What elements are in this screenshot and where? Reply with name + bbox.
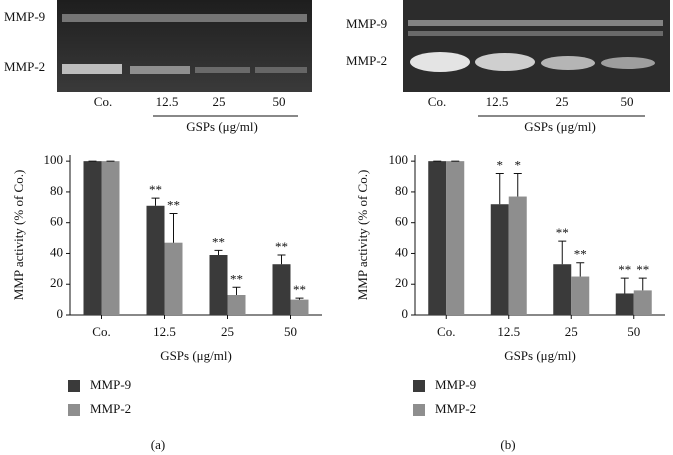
y-tick-label: 40 [50, 244, 63, 259]
legend-label: MMP-9 [435, 377, 476, 392]
significance-label: * [515, 157, 522, 172]
bar [164, 242, 183, 315]
significance-label: ** [167, 197, 180, 212]
gel-image-b [403, 0, 670, 92]
significance-label: ** [618, 262, 631, 277]
bar [83, 161, 102, 315]
gel-image-a [57, 0, 312, 92]
error-bar [576, 262, 585, 277]
x-tick-label: 50 [284, 324, 297, 339]
x-tick-label: 12.5 [497, 324, 520, 339]
legend-label: MMP-2 [90, 401, 131, 416]
bar [428, 161, 447, 315]
bar [490, 204, 509, 315]
lane-label: 50 [273, 94, 286, 109]
legend-label: MMP-9 [90, 377, 131, 392]
legend-label: MMP-2 [435, 401, 476, 416]
bar [146, 205, 165, 315]
significance-label: ** [293, 282, 306, 297]
x-tick-label: Co. [437, 324, 455, 339]
error-bar [169, 212, 178, 243]
y-tick-label: 60 [395, 214, 408, 229]
error-bar [558, 240, 567, 265]
legend-swatch [413, 404, 425, 416]
band-label: MMP-2 [4, 59, 45, 74]
gel-xlabel: GSPs (μg/ml) [524, 119, 596, 134]
x-axis-label: GSPs (μg/ml) [160, 348, 232, 363]
panel-label: (b) [500, 437, 515, 452]
error-bar [638, 277, 647, 291]
x-tick-label: 50 [627, 324, 640, 339]
bar [446, 161, 465, 315]
y-tick-label: 0 [402, 306, 409, 321]
bar [615, 293, 634, 315]
x-tick-label: 25 [221, 324, 234, 339]
significance-label: ** [556, 225, 569, 240]
band-label: MMP-2 [346, 53, 387, 68]
lane-label: Co. [94, 94, 112, 109]
significance-label: ** [574, 247, 587, 262]
y-tick-label: 20 [50, 275, 63, 290]
legend-swatch [68, 380, 80, 392]
y-tick-label: 40 [395, 244, 408, 259]
band-label: MMP-9 [346, 16, 387, 31]
bar [508, 196, 527, 315]
bar [227, 295, 246, 315]
error-bar [232, 286, 241, 295]
bar [571, 276, 590, 315]
error-bar [295, 297, 304, 300]
bar [553, 264, 572, 315]
y-tick-label: 60 [50, 214, 63, 229]
lane-label: Co. [428, 94, 446, 109]
x-tick-label: Co. [92, 324, 110, 339]
lane-label: 12.5 [486, 94, 509, 109]
y-tick-label: 80 [395, 183, 408, 198]
bar [290, 299, 309, 315]
y-axis-label: MMP activity (% of Co.) [11, 170, 26, 301]
bar [101, 161, 120, 315]
y-axis-label: MMP activity (% of Co.) [355, 170, 370, 301]
significance-label: ** [636, 262, 649, 277]
error-bar [513, 172, 522, 197]
legend-swatch [68, 404, 80, 416]
band-label: MMP-9 [4, 9, 45, 24]
significance-label: ** [230, 271, 243, 286]
panel-label: (a) [151, 437, 165, 452]
y-tick-label: 100 [389, 152, 409, 167]
significance-label: * [497, 157, 504, 172]
x-tick-label: 25 [565, 324, 578, 339]
y-tick-label: 100 [44, 152, 64, 167]
bar [209, 255, 228, 315]
y-tick-label: 20 [395, 275, 408, 290]
error-bar [495, 172, 504, 205]
bar [272, 264, 291, 315]
lane-label: 50 [621, 94, 634, 109]
error-bar [214, 249, 223, 255]
lane-label: 25 [213, 94, 226, 109]
x-tick-label: 12.5 [153, 324, 176, 339]
bar [633, 290, 652, 315]
significance-label: ** [212, 234, 225, 249]
y-tick-label: 0 [57, 306, 64, 321]
error-bar [620, 277, 629, 294]
lane-label: 12.5 [156, 94, 179, 109]
y-tick-label: 80 [50, 183, 63, 198]
significance-label: ** [275, 239, 288, 254]
lane-label: 25 [556, 94, 569, 109]
error-bar [277, 254, 286, 265]
gel-xlabel: GSPs (μg/ml) [186, 119, 258, 134]
x-axis-label: GSPs (μg/ml) [504, 348, 576, 363]
legend-swatch [413, 380, 425, 392]
error-bar [151, 197, 160, 206]
significance-label: ** [149, 182, 162, 197]
